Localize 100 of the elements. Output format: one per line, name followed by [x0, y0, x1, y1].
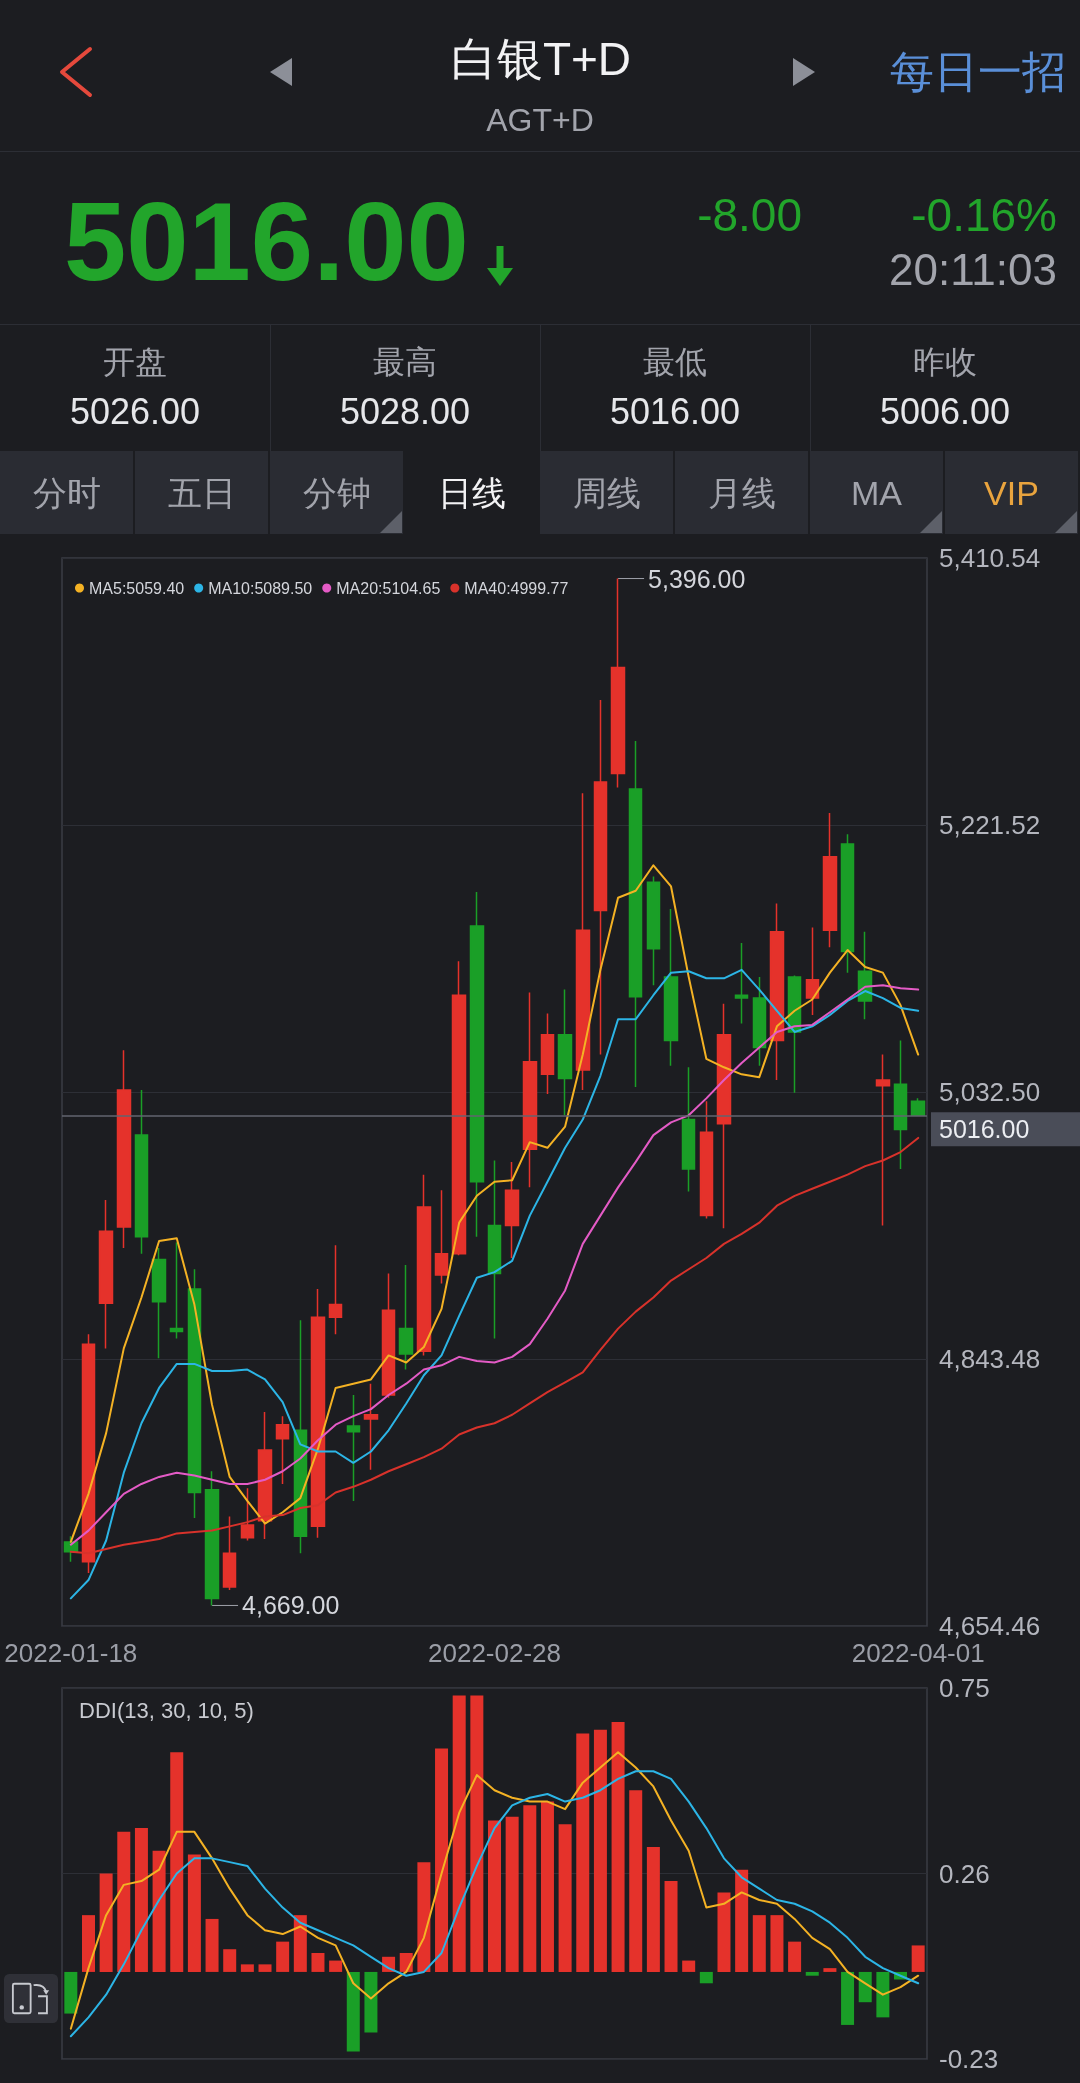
candlestick [805, 926, 820, 1016]
tab[interactable]: 五日 [135, 451, 268, 534]
candlestick [416, 1173, 432, 1357]
bar [505, 1816, 519, 1972]
bar [99, 1873, 113, 1972]
bar [805, 1971, 819, 1976]
candlestick [98, 1199, 114, 1350]
bar [170, 1752, 184, 1972]
text: 5006.00 [879, 391, 1011, 432]
y-tick-label: 4,843.48 [939, 1344, 1041, 1374]
x-tick-label: 2022-04-01 [851, 1638, 985, 1668]
annotation: 5,396.00 [648, 564, 746, 593]
candlestick [593, 699, 608, 1056]
candlestick [257, 1411, 273, 1540]
bar [841, 1971, 855, 2025]
bar [646, 1847, 660, 1972]
candlestick [240, 1487, 255, 1542]
candlestick [469, 891, 485, 1238]
candlestick [275, 1415, 290, 1485]
x-tick-label: 2022-02-28 [428, 1638, 561, 1668]
candlestick [346, 1394, 361, 1502]
y-tick-label: -0.23 [939, 2044, 999, 2074]
legend-label: MA40:4999.77 [464, 579, 569, 597]
candlestick [540, 1012, 555, 1095]
ref-line-label: 5016.00 [939, 1115, 1030, 1144]
bar [64, 1971, 78, 2014]
candlestick [81, 1333, 96, 1574]
bar [576, 1733, 590, 1972]
candlestick [522, 991, 538, 1189]
tab[interactable]: 月线 [675, 451, 808, 534]
candlestick [451, 960, 467, 1256]
bar [558, 1824, 572, 1972]
candlestick [151, 1247, 167, 1360]
bar [664, 1881, 678, 1972]
candlestick [169, 1241, 184, 1340]
bar [629, 1790, 643, 1972]
candlestick [734, 942, 749, 1025]
bar [611, 1722, 625, 1972]
chart-title: DDI(13, 30, 10, 5) [79, 1697, 254, 1723]
candlestick [134, 1089, 149, 1255]
text: 最低 [643, 344, 707, 380]
candlestick [893, 1039, 908, 1170]
candlestick [610, 577, 626, 789]
bar [523, 1805, 537, 1972]
candlestick [575, 792, 591, 1091]
bar [470, 1695, 484, 1972]
candlestick [716, 1002, 732, 1230]
legend-label: MA10:5089.50 [208, 579, 313, 597]
tab[interactable]: MA [810, 451, 943, 534]
bar [699, 1971, 713, 1984]
candlestick [557, 988, 573, 1117]
candlestick [910, 1097, 926, 1117]
bar [682, 1960, 696, 1972]
bar [417, 1862, 431, 1972]
candlestick [487, 1159, 502, 1340]
tab[interactable]: 周线 [540, 451, 673, 534]
bar [488, 1820, 501, 1972]
bar [258, 1964, 272, 1972]
candlestick [628, 740, 643, 1088]
candlestick [187, 1268, 202, 1519]
text: 开盘 [103, 344, 167, 380]
candlestick [699, 1100, 714, 1220]
text: -8.00 [697, 189, 802, 241]
bar [205, 1918, 219, 1972]
y-tick-label: 4,654.46 [939, 1611, 1041, 1641]
annotation: 4,669.00 [242, 1591, 340, 1620]
bar [240, 1964, 254, 1972]
bar [81, 1915, 95, 1972]
tab[interactable]: VIP [945, 451, 1078, 534]
bar [788, 1941, 802, 1972]
tab[interactable]: 分时 [0, 451, 133, 534]
bar [911, 1945, 925, 1972]
candlestick [681, 1066, 696, 1193]
bar [593, 1729, 607, 1972]
text: 20:11:03 [888, 245, 1057, 294]
y-tick-label: 5,032.50 [939, 1077, 1041, 1107]
bar [752, 1915, 766, 1972]
bar [364, 1971, 378, 2033]
text: 5028.00 [339, 391, 471, 432]
bar [540, 1801, 554, 1972]
candlestick [504, 1161, 520, 1259]
bar [717, 1892, 731, 1972]
y-tick-label: 5,221.52 [939, 810, 1041, 840]
text: 白银T+D [450, 33, 632, 85]
line-series [69, 864, 920, 1543]
tab[interactable]: 分钟 [270, 451, 403, 534]
bar [152, 1850, 166, 1972]
text: 5026.00 [69, 391, 201, 432]
text: 5016.00 [64, 179, 469, 304]
candlestick [222, 1515, 237, 1591]
y-tick-label: 5,410.54 [939, 543, 1041, 573]
bar [276, 1941, 290, 1972]
text: 昨收 [913, 344, 977, 380]
candlestick [769, 902, 785, 1081]
bar [435, 1748, 449, 1972]
text: 最高 [373, 344, 437, 380]
bar [223, 1949, 237, 1972]
candlestick [381, 1272, 396, 1399]
y-tick-label: 0.26 [939, 1858, 990, 1889]
candlestick [434, 1189, 449, 1285]
